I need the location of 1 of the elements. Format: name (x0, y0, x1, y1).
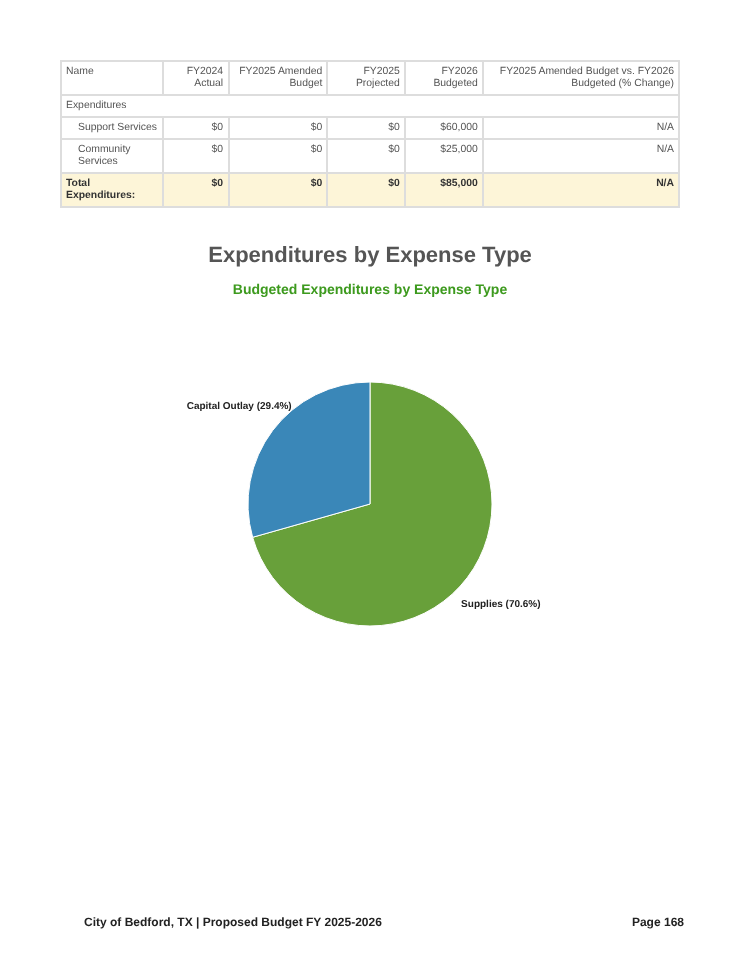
chart-title: Expenditures by Expense Type (208, 244, 532, 268)
